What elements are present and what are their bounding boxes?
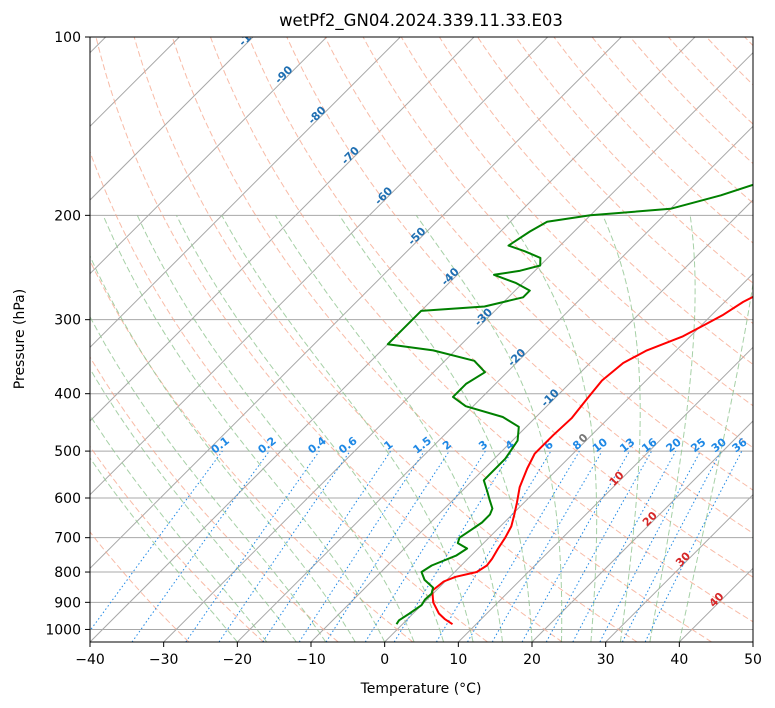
dry-adiabat-line <box>286 37 753 534</box>
isotherm-line <box>163 51 753 642</box>
y-tick-label: 900 <box>54 595 81 611</box>
moist-adiabat-line <box>678 280 753 642</box>
moist-adiabat-line <box>90 254 356 642</box>
mixing-ratio-line <box>325 450 450 642</box>
isotherm-line <box>90 37 254 201</box>
isotherm-label: -100 <box>236 20 265 49</box>
x-tick-label: −10 <box>296 652 326 668</box>
x-tick-label: 50 <box>744 652 762 668</box>
moist-adiabat-line <box>602 215 641 642</box>
dry-adiabat-line <box>362 37 753 449</box>
dewpoint-profile-line <box>386 183 753 625</box>
x-tick-label: 20 <box>523 652 541 668</box>
moist-adiabat-line <box>415 215 563 642</box>
moist-adiabat-line <box>649 215 696 642</box>
chart-title: wetPf2_GN04.2024.339.11.33.E03 <box>279 11 563 31</box>
dry-adiabat-line <box>515 37 753 284</box>
dry-adiabat-line <box>477 37 753 325</box>
y-tick-label: 1000 <box>45 622 81 638</box>
mixing-ratio-line <box>90 450 223 632</box>
moist-adiabat-line <box>175 215 445 642</box>
mixing-ratio-line <box>298 450 425 642</box>
dry-adiabat-line <box>629 37 753 165</box>
moist-adiabat-line <box>506 215 598 642</box>
isotherm-line <box>90 37 622 570</box>
moist-adiabat-line <box>90 414 268 642</box>
dry-adiabat-line <box>324 37 753 491</box>
x-axis-ticks: −40 −30 −20 −10 0 10 20 30 40 50 <box>75 642 762 668</box>
y-tick-label: 100 <box>54 30 81 46</box>
dry-adiabat-line <box>90 531 190 642</box>
mixing-ratio-line <box>185 450 320 642</box>
y-tick-label: 400 <box>54 387 81 403</box>
moist-adiabat-line <box>90 457 238 642</box>
x-tick-label: 40 <box>670 652 688 668</box>
mixing-ratio-line <box>131 450 270 642</box>
mixing-ratio-line <box>218 450 351 642</box>
moist-adiabat-line <box>274 215 503 642</box>
mixing-ratio-line <box>393 450 513 642</box>
dry-adiabat-line <box>248 37 753 578</box>
isotherm-line <box>90 37 328 275</box>
dry-adiabat-line <box>400 37 753 407</box>
x-tick-label: 10 <box>449 652 467 668</box>
x-tick-label: −40 <box>75 652 105 668</box>
x-tick-label: −30 <box>149 652 179 668</box>
moist-adiabat-line <box>136 215 415 642</box>
y-tick-label: 600 <box>54 491 81 507</box>
dry-adiabat-line <box>591 37 753 204</box>
isotherm-line <box>90 37 549 496</box>
moist-adiabat-line <box>102 215 386 642</box>
isotherm-line <box>236 125 753 642</box>
dry-adiabat-line <box>133 37 638 642</box>
y-axis-ticks: 100 200 300 400 500 600 700 800 900 1000 <box>45 30 90 638</box>
x-tick-label: 30 <box>597 652 615 668</box>
y-tick-label: 800 <box>54 565 81 581</box>
moist-adiabat-line <box>221 215 474 642</box>
background-lines <box>90 37 753 642</box>
isotherm-line <box>605 493 753 642</box>
mixing-ratio-line <box>521 450 630 642</box>
mixing-ratio-line <box>545 450 653 642</box>
mixing-ratio-line <box>572 450 677 642</box>
x-tick-label: 0 <box>380 652 389 668</box>
dry-adiabat-line <box>90 356 339 642</box>
dry-adiabat-line <box>95 37 563 642</box>
y-tick-label: 300 <box>54 313 81 329</box>
mixing-ratio-line <box>262 450 392 642</box>
temperature-profile-line <box>431 295 753 626</box>
y-tick-label: 200 <box>54 208 81 224</box>
moist-adiabat-line <box>338 215 533 642</box>
isotherm-line <box>384 272 753 642</box>
y-axis-label: Pressure (hPa) <box>12 289 28 389</box>
isotherm-line <box>90 37 475 422</box>
mixing-ratio-line <box>644 450 743 642</box>
profile-lines <box>386 183 753 626</box>
y-tick-label: 700 <box>54 531 81 547</box>
dry-adiabat-line <box>90 259 414 642</box>
dry-adiabat-line <box>210 37 753 623</box>
dry-adiabat-line <box>90 150 488 642</box>
dry-adiabat-line <box>553 37 753 244</box>
y-tick-label: 500 <box>54 444 81 460</box>
x-axis-label: Temperature (°C) <box>360 681 482 697</box>
isotherm-line <box>90 37 401 349</box>
moist-adiabat-line <box>90 315 327 642</box>
moist-adiabat-line <box>90 367 297 642</box>
dry-adiabat-line <box>438 37 753 365</box>
plot-frame <box>89 36 754 643</box>
x-tick-label: −20 <box>223 652 253 668</box>
